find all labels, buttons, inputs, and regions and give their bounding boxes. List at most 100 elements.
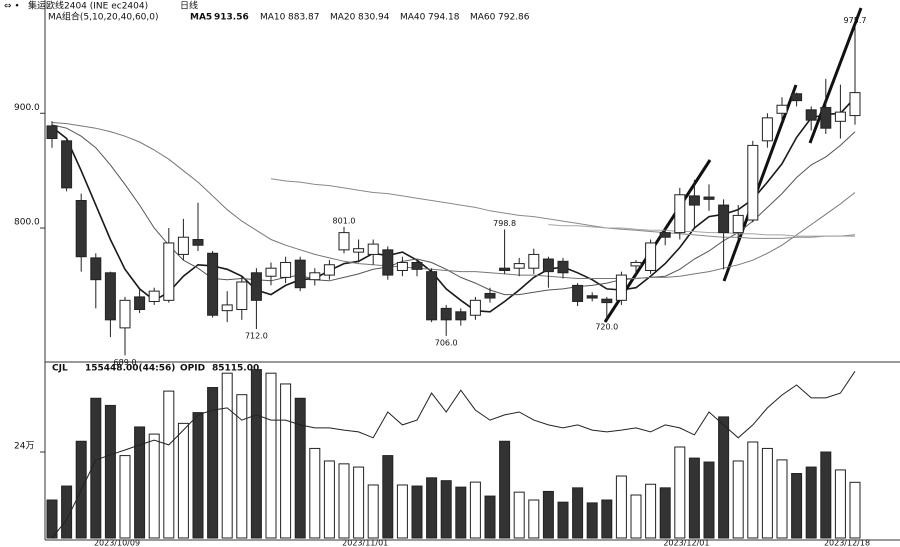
trend-line xyxy=(808,7,863,144)
volume-bar xyxy=(805,466,817,539)
candle-body xyxy=(484,292,496,299)
candle-body xyxy=(192,239,204,246)
period[interactable]: 日线 xyxy=(180,0,198,12)
ma-line xyxy=(270,178,856,239)
candle-body xyxy=(265,267,277,277)
volume-bar xyxy=(586,502,598,539)
candle-body xyxy=(572,284,584,302)
volume-bar xyxy=(820,451,832,539)
volume-bar xyxy=(484,495,496,539)
candle-body xyxy=(732,214,744,234)
y-tick-label: 900.0 xyxy=(14,103,40,113)
candle-body xyxy=(805,109,817,121)
candle-body xyxy=(148,290,160,302)
volume-bar xyxy=(265,372,277,539)
candle-body xyxy=(630,261,642,267)
ma-line xyxy=(51,122,856,279)
volume-bar xyxy=(572,487,584,539)
volume-bar xyxy=(732,460,744,539)
volume-bar xyxy=(134,426,146,539)
indicator[interactable]: MA组合(5,10,20,40,60,0) xyxy=(48,11,159,23)
volume-bar xyxy=(221,372,233,539)
candle-body xyxy=(367,243,379,255)
candle-body xyxy=(747,144,759,221)
volume-bar xyxy=(177,422,189,539)
y-tick-label: 24万 xyxy=(14,442,34,452)
volume-bar xyxy=(148,433,160,539)
legend-name: MA60 xyxy=(470,13,496,23)
volume-bar xyxy=(718,416,730,539)
volume-bar xyxy=(119,455,131,539)
candle-body xyxy=(75,199,87,258)
ma-line xyxy=(548,224,856,237)
volume-bar xyxy=(309,447,321,539)
volume-bar xyxy=(367,484,379,539)
volume-bar xyxy=(294,397,306,539)
candle-body xyxy=(90,257,102,281)
candle-body xyxy=(659,232,671,238)
candle-body xyxy=(134,296,146,311)
volume-bar xyxy=(542,490,554,539)
candle-body xyxy=(207,252,219,316)
candle-body xyxy=(163,242,175,301)
candle-body xyxy=(119,299,131,329)
volume-bar xyxy=(426,477,438,539)
x-tick-label: 2023/12/18 xyxy=(824,539,870,547)
volume-bar xyxy=(104,404,116,539)
volume-bar xyxy=(659,487,671,539)
candle-body xyxy=(323,264,335,276)
candle-body xyxy=(411,261,423,270)
candle-body xyxy=(645,242,657,271)
volume-bar xyxy=(469,481,481,539)
legend-value: 830.94 xyxy=(358,13,390,23)
candle-body xyxy=(557,260,569,274)
candle-body xyxy=(46,125,58,140)
candle-body xyxy=(761,117,773,142)
menu-icon: ⇔ • xyxy=(4,2,20,12)
candle-body xyxy=(236,281,248,311)
price-annotation: 706.0 xyxy=(435,338,458,347)
candle-body xyxy=(849,92,861,117)
price-annotation: 798.8 xyxy=(493,219,516,228)
candle-body xyxy=(791,93,803,102)
volume-bar xyxy=(455,486,467,539)
volume-bar xyxy=(791,473,803,539)
legend-value: 883.87 xyxy=(288,13,320,23)
volume-bar xyxy=(61,485,73,539)
volume-bar xyxy=(250,369,262,539)
candle-body xyxy=(177,236,189,255)
candle-body xyxy=(104,272,116,321)
candle-body xyxy=(280,261,292,278)
volume-bar xyxy=(46,499,58,539)
volume-title: CJL xyxy=(52,364,68,374)
candle-body xyxy=(250,272,262,301)
volume-bar xyxy=(776,459,788,539)
candle-body xyxy=(294,259,306,289)
volume-bar xyxy=(163,390,175,539)
candle-body xyxy=(601,298,613,304)
legend-value: 792.86 xyxy=(498,13,530,23)
legend-value: 794.18 xyxy=(428,13,460,23)
candle-body xyxy=(455,311,467,321)
volume-bar xyxy=(645,483,657,539)
candle-body xyxy=(528,253,540,269)
candle-body xyxy=(718,204,730,234)
candle-body xyxy=(615,274,627,301)
x-tick-label: 2023/12/01 xyxy=(663,539,709,547)
volume-bar xyxy=(601,499,613,539)
candle-body xyxy=(688,195,700,206)
price-annotation: 801.0 xyxy=(333,216,356,225)
volume-bar xyxy=(630,494,642,539)
candle-body xyxy=(221,304,233,312)
header: ⇔ • 集运欧线2404 (INE ec2404) 日线 MA组合(5,10,2… xyxy=(4,0,259,374)
volume-bar xyxy=(280,383,292,539)
volume-bar xyxy=(674,446,686,539)
x-tick-label: 2023/10/09 xyxy=(94,539,140,547)
candle-body xyxy=(338,232,350,251)
volume-bar xyxy=(557,501,569,539)
candle-body xyxy=(820,107,832,129)
volume-bar xyxy=(323,460,335,539)
candle-body xyxy=(586,295,598,299)
volume-bar xyxy=(761,447,773,539)
x-tick-label: 2023/11/01 xyxy=(342,539,388,547)
